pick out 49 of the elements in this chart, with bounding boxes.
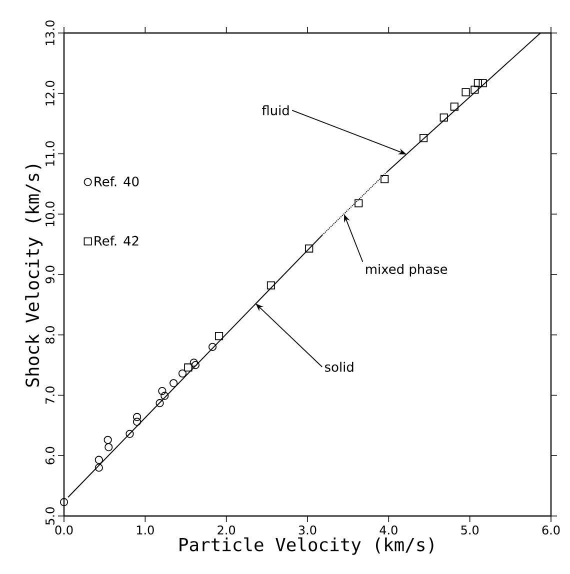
point xyxy=(478,79,487,88)
point xyxy=(266,281,276,290)
x-tick-label: 0.0 xyxy=(55,526,73,535)
point xyxy=(305,244,314,253)
x-tick-label: 1.0 xyxy=(136,526,154,535)
point xyxy=(190,358,198,367)
point xyxy=(133,412,142,422)
point xyxy=(104,443,113,452)
point xyxy=(158,386,166,396)
point xyxy=(133,418,142,426)
point xyxy=(214,332,224,340)
x-tick-label: 5.0 xyxy=(461,526,479,535)
y-tick-label: 9.0 xyxy=(45,266,54,284)
y-tick-label: 12.0 xyxy=(45,80,54,106)
x-axis-title: Particle Velocity (km/s) xyxy=(180,537,434,555)
point xyxy=(160,392,169,400)
annotation: fluid xyxy=(262,105,289,116)
point xyxy=(450,102,458,111)
point xyxy=(208,342,217,351)
point xyxy=(126,430,134,438)
point xyxy=(94,456,103,464)
x-tick-label: 3.0 xyxy=(298,526,316,535)
point xyxy=(170,379,178,388)
point xyxy=(380,175,389,184)
point xyxy=(470,86,479,94)
point xyxy=(94,464,103,472)
point xyxy=(462,88,470,96)
point xyxy=(104,436,112,444)
y-tick-label: 8.0 xyxy=(45,326,54,344)
point xyxy=(156,399,164,408)
legend-label: Ref. 42 xyxy=(94,236,138,246)
point xyxy=(191,361,200,370)
x-tick-label: 4.0 xyxy=(380,526,398,535)
legend-label: Ref. 40 xyxy=(94,176,139,186)
y-tick-label: 10.0 xyxy=(45,202,54,226)
point xyxy=(420,134,428,142)
y-tick-label: 6.0 xyxy=(45,446,54,464)
point xyxy=(474,79,482,88)
point xyxy=(60,498,68,506)
x-tick-label: 2.0 xyxy=(218,526,236,535)
point xyxy=(440,113,448,122)
x-tick-label: 6.0 xyxy=(542,526,560,535)
y-tick-label: 13.0 xyxy=(45,20,54,45)
y-tick-label: 11.0 xyxy=(45,141,54,166)
y-tick-label: 7.0 xyxy=(45,386,54,404)
annotation: mixed phase xyxy=(366,264,448,277)
annotation: solid xyxy=(325,362,354,372)
y-axis-title: Shock Velocity (km/s) xyxy=(25,164,43,387)
point xyxy=(354,199,363,208)
